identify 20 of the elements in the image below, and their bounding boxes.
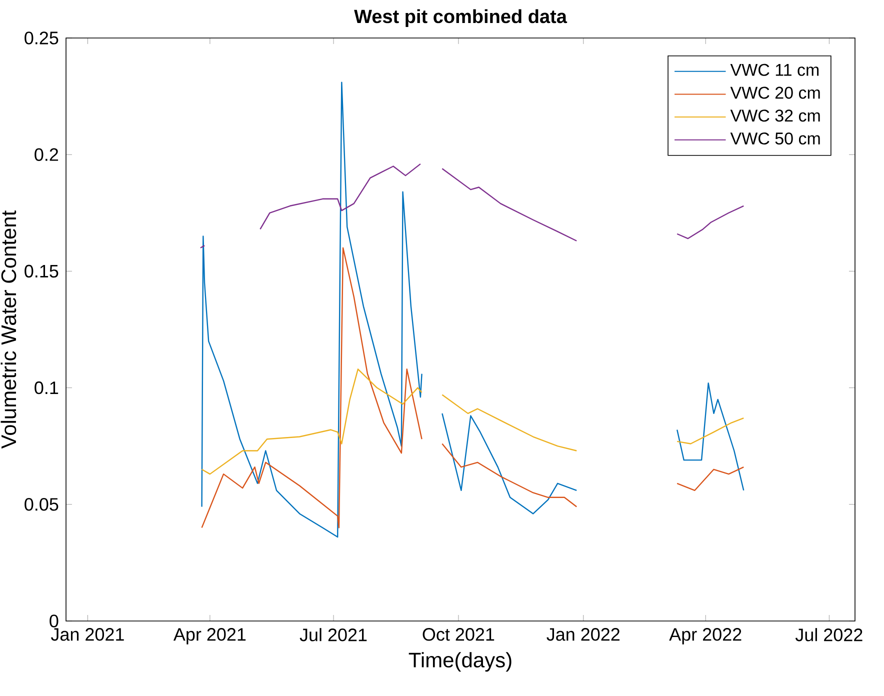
- y-tick-label: 0: [50, 614, 58, 628]
- legend-label: VWC 11 cm: [730, 64, 819, 76]
- y-tick-label: 0.05: [24, 498, 58, 511]
- x-tick-label: Jan 2022: [546, 628, 620, 641]
- y-tick-label: 0.15: [24, 264, 58, 278]
- x-axis-title: Time(days): [408, 652, 512, 672]
- legend-label: VWC 32 cm: [730, 110, 820, 122]
- x-tick-label: Oct 2021: [422, 628, 494, 641]
- y-tick-label: 0.25: [24, 32, 58, 44]
- y-tick-label: 0.1: [34, 381, 58, 394]
- x-tick-label: Jan 2021: [50, 628, 124, 641]
- legend-label: VWC 50 cm: [730, 132, 820, 145]
- legend-label: VWC 20 cm: [730, 86, 820, 99]
- y-tick-label: 0.2: [34, 148, 58, 161]
- y-axis-title: Volumetric Water Content: [0, 210, 16, 449]
- x-tick-label: Jul 2021: [300, 628, 367, 642]
- x-tick-label: Jul 2022: [795, 628, 862, 642]
- x-tick-label: Apr 2022: [669, 628, 742, 644]
- x-tick-label: Apr 2021: [173, 628, 246, 644]
- chart-title: West pit combined data: [354, 9, 568, 27]
